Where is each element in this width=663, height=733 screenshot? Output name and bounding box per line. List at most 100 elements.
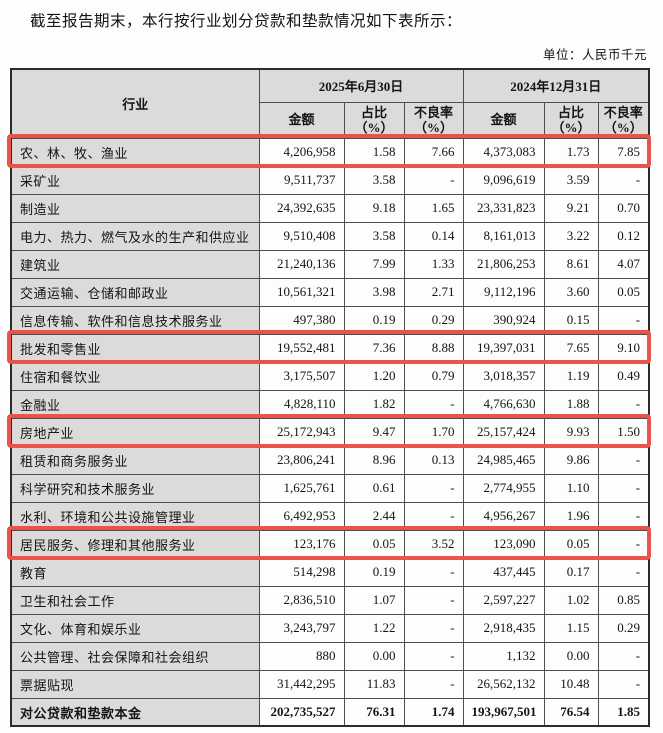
amount-2025-cell: 9,511,737: [258, 165, 345, 195]
share-2024-cell: 1.02: [543, 585, 599, 615]
industry-cell: 教育: [10, 557, 260, 587]
col-header-amount-2024: 金额: [462, 101, 545, 139]
amount-2024-cell: 9,096,619: [462, 165, 545, 195]
share-2024-cell: 1.19: [543, 361, 599, 391]
industry-cell: 电力、热力、燃气及水的生产和供应业: [10, 221, 260, 251]
share-2025-cell: 3.58: [343, 221, 405, 251]
share-2025-cell: 3.58: [343, 165, 405, 195]
npl-2025-cell: -: [403, 389, 464, 419]
share-2025-cell: 9.18: [343, 193, 405, 223]
amount-2025-cell: 3,175,507: [258, 361, 345, 391]
share-2024-cell: 9.86: [543, 445, 599, 475]
npl-2024-cell: 1.85: [597, 697, 650, 728]
amount-2025-cell: 24,392,635: [258, 193, 345, 223]
table-row: 教育 514,298 0.19 - 437,445 0.17 -: [10, 557, 650, 587]
share-2024-cell: 10.48: [543, 669, 599, 699]
industry-cell: 金融业: [10, 389, 260, 419]
npl-2025-cell: -: [403, 501, 464, 531]
amount-2025-cell: 880: [258, 641, 345, 671]
col-header-share-2025: 占比 （%）: [343, 101, 405, 139]
unit-label: 单位：人民币千元: [542, 48, 647, 63]
amount-2025-cell: 9,510,408: [258, 221, 345, 251]
industry-cell: 制造业: [10, 193, 260, 223]
amount-2024-cell: 2,774,955: [462, 473, 545, 503]
amount-2025-cell: 23,806,241: [258, 445, 345, 475]
share-2025-cell: 11.83: [343, 669, 405, 699]
npl-2025-cell: 0.13: [403, 445, 464, 475]
col-header-npl-2025: 不良率 （%）: [403, 101, 464, 139]
industry-cell: 采矿业: [10, 165, 260, 195]
industry-cell: 公共管理、社会保障和社会组织: [10, 641, 260, 671]
amount-2024-cell: 1,132: [462, 641, 545, 671]
npl-2024-cell: 0.29: [597, 613, 650, 643]
share-2024-cell: 1.73: [543, 137, 599, 167]
table-row: 信息传输、软件和信息技术服务业 497,380 0.19 0.29 390,92…: [10, 305, 650, 335]
npl-2025-cell: 0.79: [403, 361, 464, 391]
share-2025-cell: 76.31: [343, 697, 405, 728]
amount-2024-cell: 24,985,465: [462, 445, 545, 475]
share-2024-cell: 1.96: [543, 501, 599, 531]
col-header-industry: 行业: [10, 68, 260, 139]
header-row-periods: 行业 2025年6月30日 2024年12月31日: [10, 68, 650, 139]
industry-cell: 建筑业: [10, 249, 260, 279]
amount-2024-cell: 4,373,083: [462, 137, 545, 167]
amount-2024-cell: 8,161,013: [462, 221, 545, 251]
npl-2024-cell: 0.05: [597, 277, 650, 307]
share-2025-cell: 3.98: [343, 277, 405, 307]
npl-2025-cell: 0.29: [403, 305, 464, 335]
industry-cell: 居民服务、修理和其他服务业: [10, 529, 260, 559]
header-row-metrics: 金额 占比 （%） 不良率 （%） 金额 占比 （%） 不良率 （%）: [11, 101, 650, 139]
table-row: 采矿业 9,511,737 3.58 - 9,096,619 3.59 -: [10, 165, 650, 195]
loans-by-industry-table-wrap: 行业 2025年6月30日 2024年12月31日 金额 占比 （%） 不良率 …: [7, 68, 651, 728]
amount-2025-cell: 202,735,527: [258, 697, 345, 728]
table-row: 交通运输、仓储和邮政业 10,561,321 3.98 2.71 9,112,1…: [10, 277, 650, 307]
share-2025-cell: 2.44: [343, 501, 405, 531]
share-2024-cell: 7.65: [543, 333, 599, 363]
amount-2025-cell: 1,625,761: [258, 473, 345, 503]
npl-2025-cell: 2.71: [403, 277, 464, 307]
npl-2024-cell: 0.12: [597, 221, 650, 251]
share-2025-cell: 8.96: [343, 445, 405, 475]
share-2025-cell: 9.47: [343, 417, 405, 447]
share-2025-cell: 1.58: [343, 137, 405, 167]
npl-2024-cell: -: [597, 445, 650, 475]
share-2025-cell: 0.00: [343, 641, 405, 671]
amount-2024-cell: 9,112,196: [462, 277, 545, 307]
share-2025-cell: 1.82: [343, 389, 405, 419]
share-2024-cell: 8.61: [543, 249, 599, 279]
share-2024-cell: 9.93: [543, 417, 599, 447]
industry-cell: 科学研究和技术服务业: [10, 473, 260, 503]
npl-2024-cell: 9.10: [597, 333, 650, 363]
npl-2025-cell: 7.66: [403, 137, 464, 167]
amount-2024-cell: 390,924: [462, 305, 545, 335]
amount-2024-cell: 123,090: [462, 529, 545, 559]
share-2024-cell: 1.10: [543, 473, 599, 503]
intro-text: 截至报告期末，本行按行业划分贷款和垫款情况如下表所示：: [30, 13, 463, 30]
npl-2024-cell: -: [597, 389, 650, 419]
share-2025-cell: 0.19: [343, 557, 405, 587]
industry-cell: 信息传输、软件和信息技术服务业: [10, 305, 260, 335]
amount-2025-cell: 497,380: [258, 305, 345, 335]
amount-2024-cell: 4,956,267: [462, 501, 545, 531]
table-row: 批发和零售业 19,552,481 7.36 8.88 19,397,031 7…: [10, 333, 650, 363]
share-2025-cell: 0.61: [343, 473, 405, 503]
share-2025-cell: 0.05: [343, 529, 405, 559]
npl-2024-cell: -: [597, 165, 650, 195]
industry-cell: 房地产业: [10, 417, 260, 447]
npl-2025-cell: -: [403, 557, 464, 587]
industry-cell: 住宿和餐饮业: [10, 361, 260, 391]
share-2024-cell: 0.05: [543, 529, 599, 559]
npl-2025-cell: 0.14: [403, 221, 464, 251]
npl-2024-cell: -: [597, 557, 650, 587]
amount-2024-cell: 4,766,630: [462, 389, 545, 419]
share-2025-cell: 0.19: [343, 305, 405, 335]
table-row: 房地产业 25,172,943 9.47 1.70 25,157,424 9.9…: [10, 417, 650, 447]
col-header-share-2024: 占比 （%）: [543, 101, 599, 139]
share-2025-cell: 7.99: [343, 249, 405, 279]
amount-2024-cell: 3,018,357: [462, 361, 545, 391]
npl-2024-cell: 7.85: [597, 137, 650, 167]
table-row: 建筑业 21,240,136 7.99 1.33 21,806,253 8.61…: [10, 249, 650, 279]
industry-cell: 农、林、牧、渔业: [10, 137, 260, 167]
industry-cell: 卫生和社会工作: [10, 585, 260, 615]
share-2025-cell: 1.07: [343, 585, 405, 615]
